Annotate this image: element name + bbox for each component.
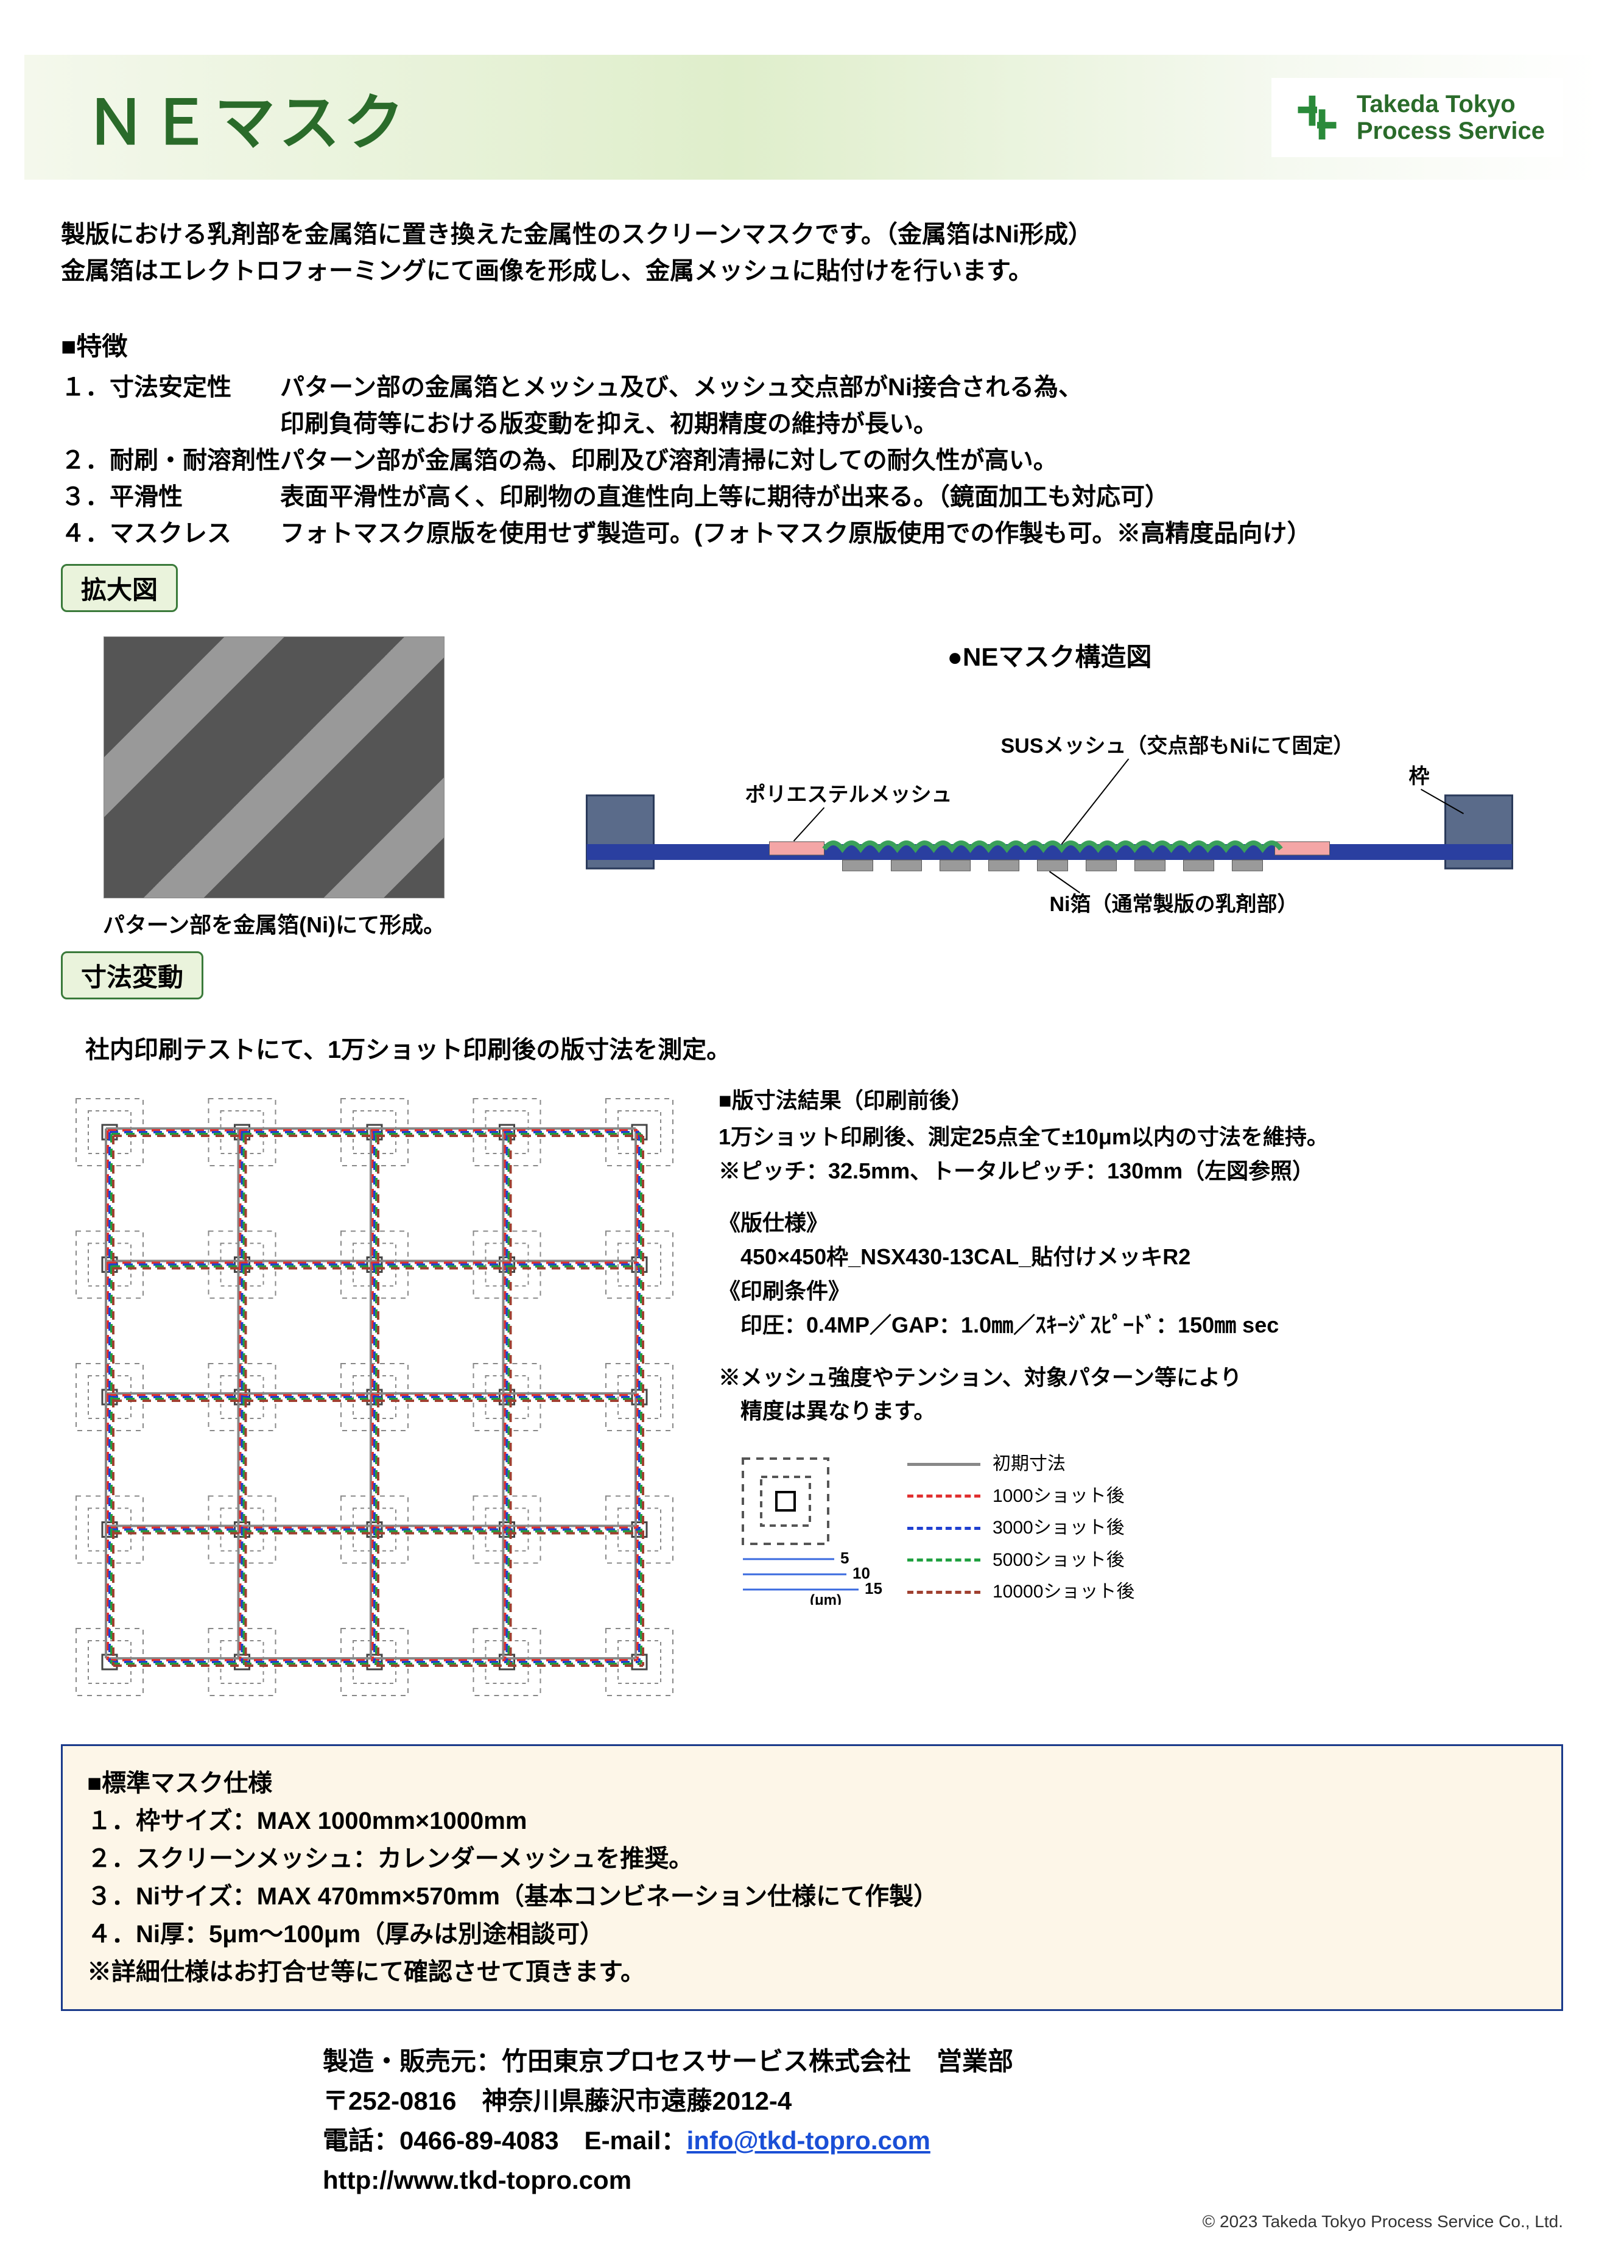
feature-desc: フォトマスク原版を使用せず製造可。(フォトマスク原版使用での作製も可。※高精度品… (280, 515, 1311, 552)
feature-row: ２．耐刷・耐溶剤性パターン部が金属箔の為、印刷及び溶剤清掃に対しての耐久性が高い… (61, 442, 1563, 479)
plate-spec-head: 《版仕様》 (719, 1206, 1563, 1240)
legend-block: 51015(μm) 初期寸法1000ショット後3000ショット後5000ショット… (719, 1446, 1563, 1610)
spec-head: ■標準マスク仕様 (87, 1764, 1537, 1802)
legend-line-icon (907, 1495, 980, 1498)
legend-item: 3000ショット後 (907, 1514, 1134, 1543)
contact-l3: 電話：0466-89-4083 E-mail：info@tkd-topro.co… (323, 2121, 1563, 2160)
contact-l1: 製造・販売元：竹田東京プロセスサービス株式会社 営業部 (323, 2041, 1563, 2081)
feature-num: １．寸法安定性 (61, 369, 280, 406)
legend-line-icon (907, 1527, 980, 1530)
svg-text:5: 5 (840, 1549, 849, 1567)
feature-desc: パターン部の金属箔とメッシュ及び、メッシュ交点部がNi接合される為、 (280, 369, 1083, 406)
legend-label: 10000ショット後 (993, 1578, 1134, 1607)
contact-email-link[interactable]: info@tkd-topro.com (687, 2126, 930, 2155)
svg-text:SUSメッシュ（交点部もNiにて固定）: SUSメッシュ（交点部もNiにて固定） (1001, 734, 1354, 758)
legend-item: 10000ショット後 (907, 1578, 1134, 1607)
grid-pattern-chart (61, 1083, 688, 1714)
feature-desc: パターン部が金属箔の為、印刷及び溶剤清掃に対しての耐久性が高い。 (280, 442, 1058, 479)
feature-desc2: 印刷負荷等における版変動を抑え、初期精度の維持が長い。 (280, 406, 938, 442)
measurement-point-diagram: 51015(μm) (719, 1446, 889, 1605)
header-band: ＮＥマスク Takeda Tokyo Process Service (24, 55, 1600, 180)
features-section: ■特徴 １．寸法安定性パターン部の金属箔とメッシュ及び、メッシュ交点部がNi接合… (61, 326, 1563, 552)
zoom-structure-row: パターン部を金属箔(Ni)にて形成。 ●NEマスク構造図 ポリエステルメッシュ S… (61, 636, 1563, 939)
result-line1: 1万ショット印刷後、測定25点全て±10μm以内の寸法を維持。 (719, 1120, 1563, 1154)
contact-l2: 〒252-0816 神奈川県藤沢市遠藤2012-4 (323, 2081, 1563, 2121)
spec-l5: ※詳細仕様はお打合せ等にて確認させて頂きます。 (87, 1953, 1537, 1991)
feature-num: ２．耐刷・耐溶剤性 (61, 442, 280, 479)
logo-line1: Takeda Tokyo (1357, 91, 1545, 118)
print-cond: 印圧：0.4MP／GAP：1.0㎜／ｽｷｰｼﾞｽﾋﾟｰﾄﾞ：150㎜ sec (719, 1308, 1563, 1342)
intro-text: 製版における乳剤部を金属箔に置き換えた金属性のスクリーンマスクです。（金属箔はN… (61, 216, 1563, 289)
intro-line2: 金属箔はエレクトロフォーミングにて画像を形成し、金属メッシュに貼付けを行います。 (61, 253, 1563, 289)
intro-line1: 製版における乳剤部を金属箔に置き換えた金属性のスクリーンマスクです。（金属箔はN… (61, 216, 1563, 253)
contact-url-link[interactable]: http://www.tkd-topro.com (323, 2166, 631, 2194)
zoom-label: 拡大図 (61, 564, 178, 612)
note-line1: ※メッシュ強度やテンション、対象パターン等により (719, 1361, 1563, 1395)
feature-row: ４．マスクレスフォトマスク原版を使用せず製造可。(フォトマスク原版使用での作製も… (61, 515, 1563, 552)
zoom-image-block: パターン部を金属箔(Ni)にて形成。 (61, 636, 487, 939)
legend-item: 1000ショット後 (907, 1482, 1134, 1511)
dimension-intro: 社内印刷テストにて、1万ショット印刷後の版寸法を測定。 (85, 1030, 1563, 1065)
note-line2: 精度は異なります。 (719, 1394, 1563, 1428)
feature-row-cont: 印刷負荷等における版変動を抑え、初期精度の維持が長い。 (61, 406, 1563, 442)
legend-line-icon (907, 1558, 980, 1562)
copyright: © 2023 Takeda Tokyo Process Service Co.,… (61, 2212, 1563, 2231)
spec-l1: １．枠サイズ：MAX 1000mm×1000mm (87, 1802, 1537, 1840)
svg-text:15: 15 (865, 1579, 882, 1597)
spec-l4: ４．Ni厚：5μm～100μm（厚みは別途相談可） (87, 1915, 1537, 1953)
spec-l3: ３．Niサイズ：MAX 470mm×570mm（基本コンビネーション仕様にて作製… (87, 1878, 1537, 1915)
svg-text:Ni箔（通常製版の乳剤部）: Ni箔（通常製版の乳剤部） (1050, 892, 1298, 916)
logo-icon (1290, 90, 1345, 145)
dimension-row: ■版寸法結果（印刷前後） 1万ショット印刷後、測定25点全て±10μm以内の寸法… (61, 1083, 1563, 1714)
result-head: ■版寸法結果（印刷前後） (719, 1083, 1563, 1118)
grid-overlay-svg (61, 1083, 688, 1711)
svg-text:(μm): (μm) (810, 1592, 842, 1605)
legend-item: 5000ショット後 (907, 1546, 1134, 1575)
contact-l3-pre: 電話：0466-89-4083 E-mail： (323, 2126, 687, 2155)
svg-text:ポリエステルメッシュ: ポリエステルメッシュ (745, 783, 952, 806)
legend-label: 初期寸法 (993, 1450, 1066, 1479)
legend-line-icon (907, 1463, 980, 1466)
zoom-caption: パターン部を金属箔(Ni)にて形成。 (61, 907, 487, 939)
legend-label: 5000ショット後 (993, 1546, 1125, 1575)
print-cond-head: 《印刷条件》 (719, 1274, 1563, 1308)
standard-spec-box: ■標準マスク仕様 １．枠サイズ：MAX 1000mm×1000mm ２．スクリー… (61, 1744, 1563, 2011)
result-line2: ※ピッチ：32.5mm、トータルピッチ：130mm（左図参照） (719, 1154, 1563, 1188)
feature-list: １．寸法安定性パターン部の金属箔とメッシュ及び、メッシュ交点部がNi接合される為… (61, 369, 1563, 552)
feature-row: １．寸法安定性パターン部の金属箔とメッシュ及び、メッシュ交点部がNi接合される為… (61, 369, 1563, 406)
company-logo: Takeda Tokyo Process Service (1271, 78, 1563, 157)
dimension-results: ■版寸法結果（印刷前後） 1万ショット印刷後、測定25点全て±10μm以内の寸法… (719, 1083, 1563, 1714)
zoom-image (104, 636, 445, 898)
contact-block: 製造・販売元：竹田東京プロセスサービス株式会社 営業部 〒252-0816 神奈… (323, 2041, 1563, 2200)
svg-text:枠: 枠 (1409, 765, 1430, 788)
feature-desc: 表面平滑性が高く、印刷物の直進性向上等に期待が出来る。（鏡面加工も対応可） (280, 479, 1169, 515)
structure-title: ●NEマスク構造図 (536, 636, 1563, 674)
legend-label: 3000ショット後 (993, 1514, 1125, 1543)
legend-label: 1000ショット後 (993, 1482, 1125, 1511)
structure-diagram-block: ●NEマスク構造図 ポリエステルメッシュ SUSメッシュ（交点部もNiにて固定） 枠… (536, 636, 1563, 939)
page-title: ＮＥマスク (85, 73, 408, 161)
feature-num: ３．平滑性 (61, 479, 280, 515)
dimension-label: 寸法変動 (61, 951, 203, 999)
logo-line2: Process Service (1357, 118, 1545, 144)
legend-item: 初期寸法 (907, 1450, 1134, 1479)
legend-line-icon (907, 1591, 980, 1594)
plate-spec: 450×450枠_NSX430-13CAL_貼付けメッキR2 (719, 1240, 1563, 1274)
features-heading: ■特徴 (61, 326, 1563, 363)
spec-l2: ２．スクリーンメッシュ：カレンダーメッシュを推奨。 (87, 1840, 1537, 1878)
feature-num: ４．マスクレス (61, 515, 280, 552)
legend-list: 初期寸法 1000ショット後 3000ショット後 5000ショット後 10000ショット… (907, 1446, 1134, 1610)
structure-diagram: ポリエステルメッシュ SUSメッシュ（交点部もNiにて固定） 枠 Ni箔（通常製版の乳… (536, 704, 1563, 923)
logo-text: Takeda Tokyo Process Service (1357, 91, 1545, 144)
page: ＮＥマスク Takeda Tokyo Process Service 製版におけ… (0, 0, 1624, 2268)
feature-row: ３．平滑性表面平滑性が高く、印刷物の直進性向上等に期待が出来る。（鏡面加工も対応… (61, 479, 1563, 515)
